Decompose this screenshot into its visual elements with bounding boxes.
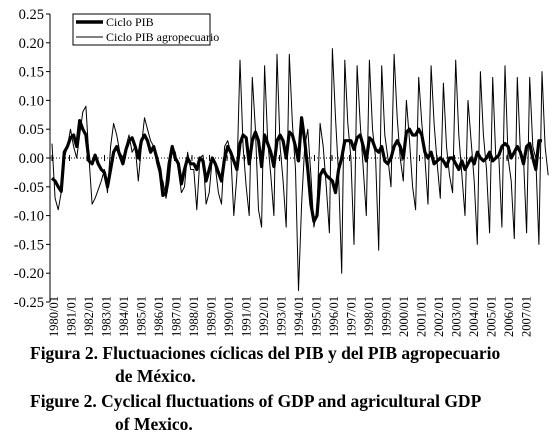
x-tick-label: 1988/01 (187, 296, 201, 337)
x-tick-label: 1991/01 (240, 296, 254, 337)
series-group (50, 48, 549, 291)
y-tick-label: 0.10 (19, 93, 44, 109)
x-tick-label: 1984/01 (117, 296, 131, 337)
x-tick-label: 1994/01 (292, 296, 306, 337)
caption-english-line1: Figure 2. Cyclical fluctuations of GDP a… (30, 391, 482, 411)
legend-box (72, 13, 211, 46)
y-tick-label: -0.20 (14, 266, 44, 282)
x-tick-label: 2005/01 (485, 296, 499, 337)
x-tick-label: 1989/01 (205, 296, 219, 337)
x-tick-label: 2000/01 (397, 296, 411, 337)
x-axis: 1980/01 1981/01 1982/01 1983/01 1984/01 1985/… (47, 155, 544, 337)
x-tick-label: 2006/01 (502, 296, 516, 337)
x-tick-label: 1985/01 (135, 296, 149, 337)
legend-label: Ciclo PIB agropecuario (106, 30, 219, 44)
x-tick-label: 1983/01 (100, 296, 114, 337)
y-tick-label: 0.15 (19, 65, 44, 81)
x-tick-label: 1997/01 (345, 296, 359, 337)
x-tick-label: 1982/01 (82, 296, 96, 337)
y-axis: 0.25 0.20 0.15 0.10 0.05 0.00 -0.05 -0.10 -0.15 -… (14, 7, 51, 311)
x-tick-label: 1999/01 (380, 296, 394, 337)
y-tick-label: -0.15 (14, 237, 44, 253)
x-tick-label: 1993/01 (275, 296, 289, 337)
chart: 0.25 0.20 0.15 0.10 0.05 0.00 -0.05 -0.10 -0.15 -… (14, 7, 549, 337)
x-tick-label: 2002/01 (432, 296, 446, 337)
x-tick-label: 2003/01 (450, 296, 464, 337)
x-tick-label: 1986/01 (152, 296, 166, 337)
caption-english-line2: of Mexico. (115, 414, 193, 434)
x-tick-label: 1980/01 (47, 296, 61, 337)
y-tick-label: -0.25 (14, 295, 44, 311)
x-tick-label: 2007/01 (520, 296, 534, 337)
caption-spanish-line2: de México. (115, 366, 196, 386)
x-tick-label: 2001/01 (415, 296, 429, 337)
series-line-ciclo-pib (50, 116, 542, 223)
series-line-ciclo-pib-agropecuario (51, 48, 549, 291)
x-tick-label: 1990/01 (222, 296, 236, 337)
x-tick-label: 1995/01 (310, 296, 324, 337)
y-tick-label: 0.05 (19, 122, 44, 138)
x-tick-label: 1996/01 (327, 296, 341, 337)
y-tick-label: 0.25 (19, 7, 44, 23)
legend-label: Ciclo PIB (106, 15, 154, 29)
y-tick-label: 0.00 (19, 151, 44, 167)
y-tick-label: -0.10 (14, 209, 44, 225)
x-tick-label: 1987/01 (170, 296, 184, 337)
x-tick-label: 1992/01 (257, 296, 271, 337)
x-tick-label: 1981/01 (65, 296, 79, 337)
y-tick-label: 0.20 (19, 36, 44, 52)
x-tick-label: 1998/01 (362, 296, 376, 337)
y-tick-label: -0.05 (14, 180, 44, 196)
caption-spanish-line1: Figura 2. Fluctuaciones cíclicas del PIB… (30, 343, 501, 363)
x-tick-label: 2004/01 (467, 296, 481, 337)
